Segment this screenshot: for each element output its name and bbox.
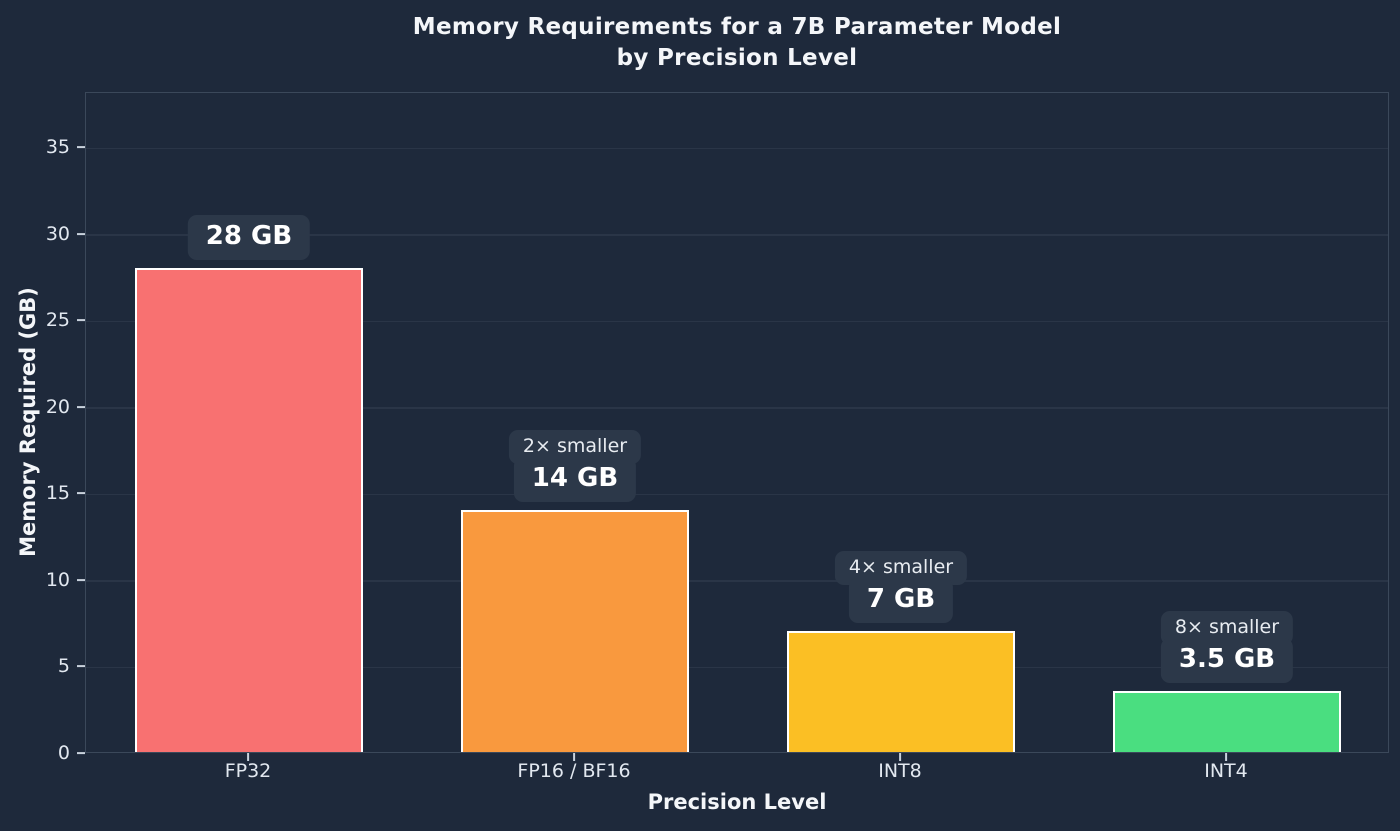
value-label: 28 GB	[187, 214, 311, 260]
ratio-label: 2× smaller	[508, 429, 642, 464]
x-tick-label-1: FP32	[224, 760, 272, 782]
y-tick-mark-25	[77, 319, 85, 322]
y-tick-label-35: 35	[45, 136, 70, 159]
y-tick-mark-20	[77, 406, 85, 408]
x-tick-mark-1	[247, 753, 249, 761]
chart-title: Memory Requirements for a 7B Parameter M…	[85, 12, 1389, 74]
bar-int4	[1113, 691, 1341, 752]
gridline-y-5	[86, 666, 1388, 669]
x-tick-mark-4	[1225, 753, 1227, 761]
y-tick-label-0: 0	[57, 742, 70, 764]
y-tick-mark-0	[77, 752, 85, 754]
bar-fp32	[135, 267, 363, 752]
gridline-y-20	[86, 407, 1388, 409]
x-axis-title: Precision Level	[647, 790, 827, 814]
y-tick-mark-30	[77, 232, 85, 235]
value-label: 7 GB	[848, 577, 954, 623]
gridline-y-25	[86, 320, 1388, 323]
y-tick-label-10: 10	[45, 568, 70, 591]
bar-annotation-4: 8× smaller 3.5 GB	[1160, 611, 1294, 684]
chart-title-line2: by Precision Level	[616, 45, 858, 71]
y-tick-mark-10	[77, 579, 85, 581]
bar-annotation-1: 28 GB	[187, 214, 311, 260]
y-tick-mark-35	[77, 146, 85, 149]
gridline-y-35	[86, 147, 1388, 150]
x-tick-label-4: INT4	[1204, 760, 1248, 782]
y-tick-mark-15	[77, 492, 85, 495]
y-tick-mark-5	[77, 665, 85, 668]
y-tick-label-30: 30	[45, 222, 70, 245]
plot-area: 28 GB 2× smaller 14 GB 4× smaller 7 GB 8× sma…	[85, 92, 1389, 753]
x-tick-label-2: FP16 / BF16	[517, 760, 631, 782]
gridline-y-30	[86, 234, 1388, 236]
y-tick-label-15: 15	[45, 482, 70, 505]
x-tick-mark-2	[573, 753, 575, 761]
bar-fp16bf16	[461, 509, 689, 752]
x-tick-label-3: INT8	[878, 760, 922, 782]
x-tick-mark-3	[899, 753, 901, 761]
bar-annotation-3: 4× smaller 7 GB	[834, 550, 968, 623]
gridline-y-10	[86, 580, 1388, 582]
gridline-y-15	[86, 493, 1388, 496]
bar-annotation-2: 2× smaller 14 GB	[508, 429, 642, 502]
value-label: 14 GB	[513, 456, 637, 502]
y-tick-label-25: 25	[45, 309, 70, 332]
bar-int8	[787, 630, 1015, 752]
y-tick-label-20: 20	[45, 395, 70, 418]
value-label: 3.5 GB	[1160, 638, 1294, 684]
chart-title-line1: Memory Requirements for a 7B Parameter M…	[412, 14, 1062, 40]
y-tick-label-5: 5	[57, 655, 70, 678]
